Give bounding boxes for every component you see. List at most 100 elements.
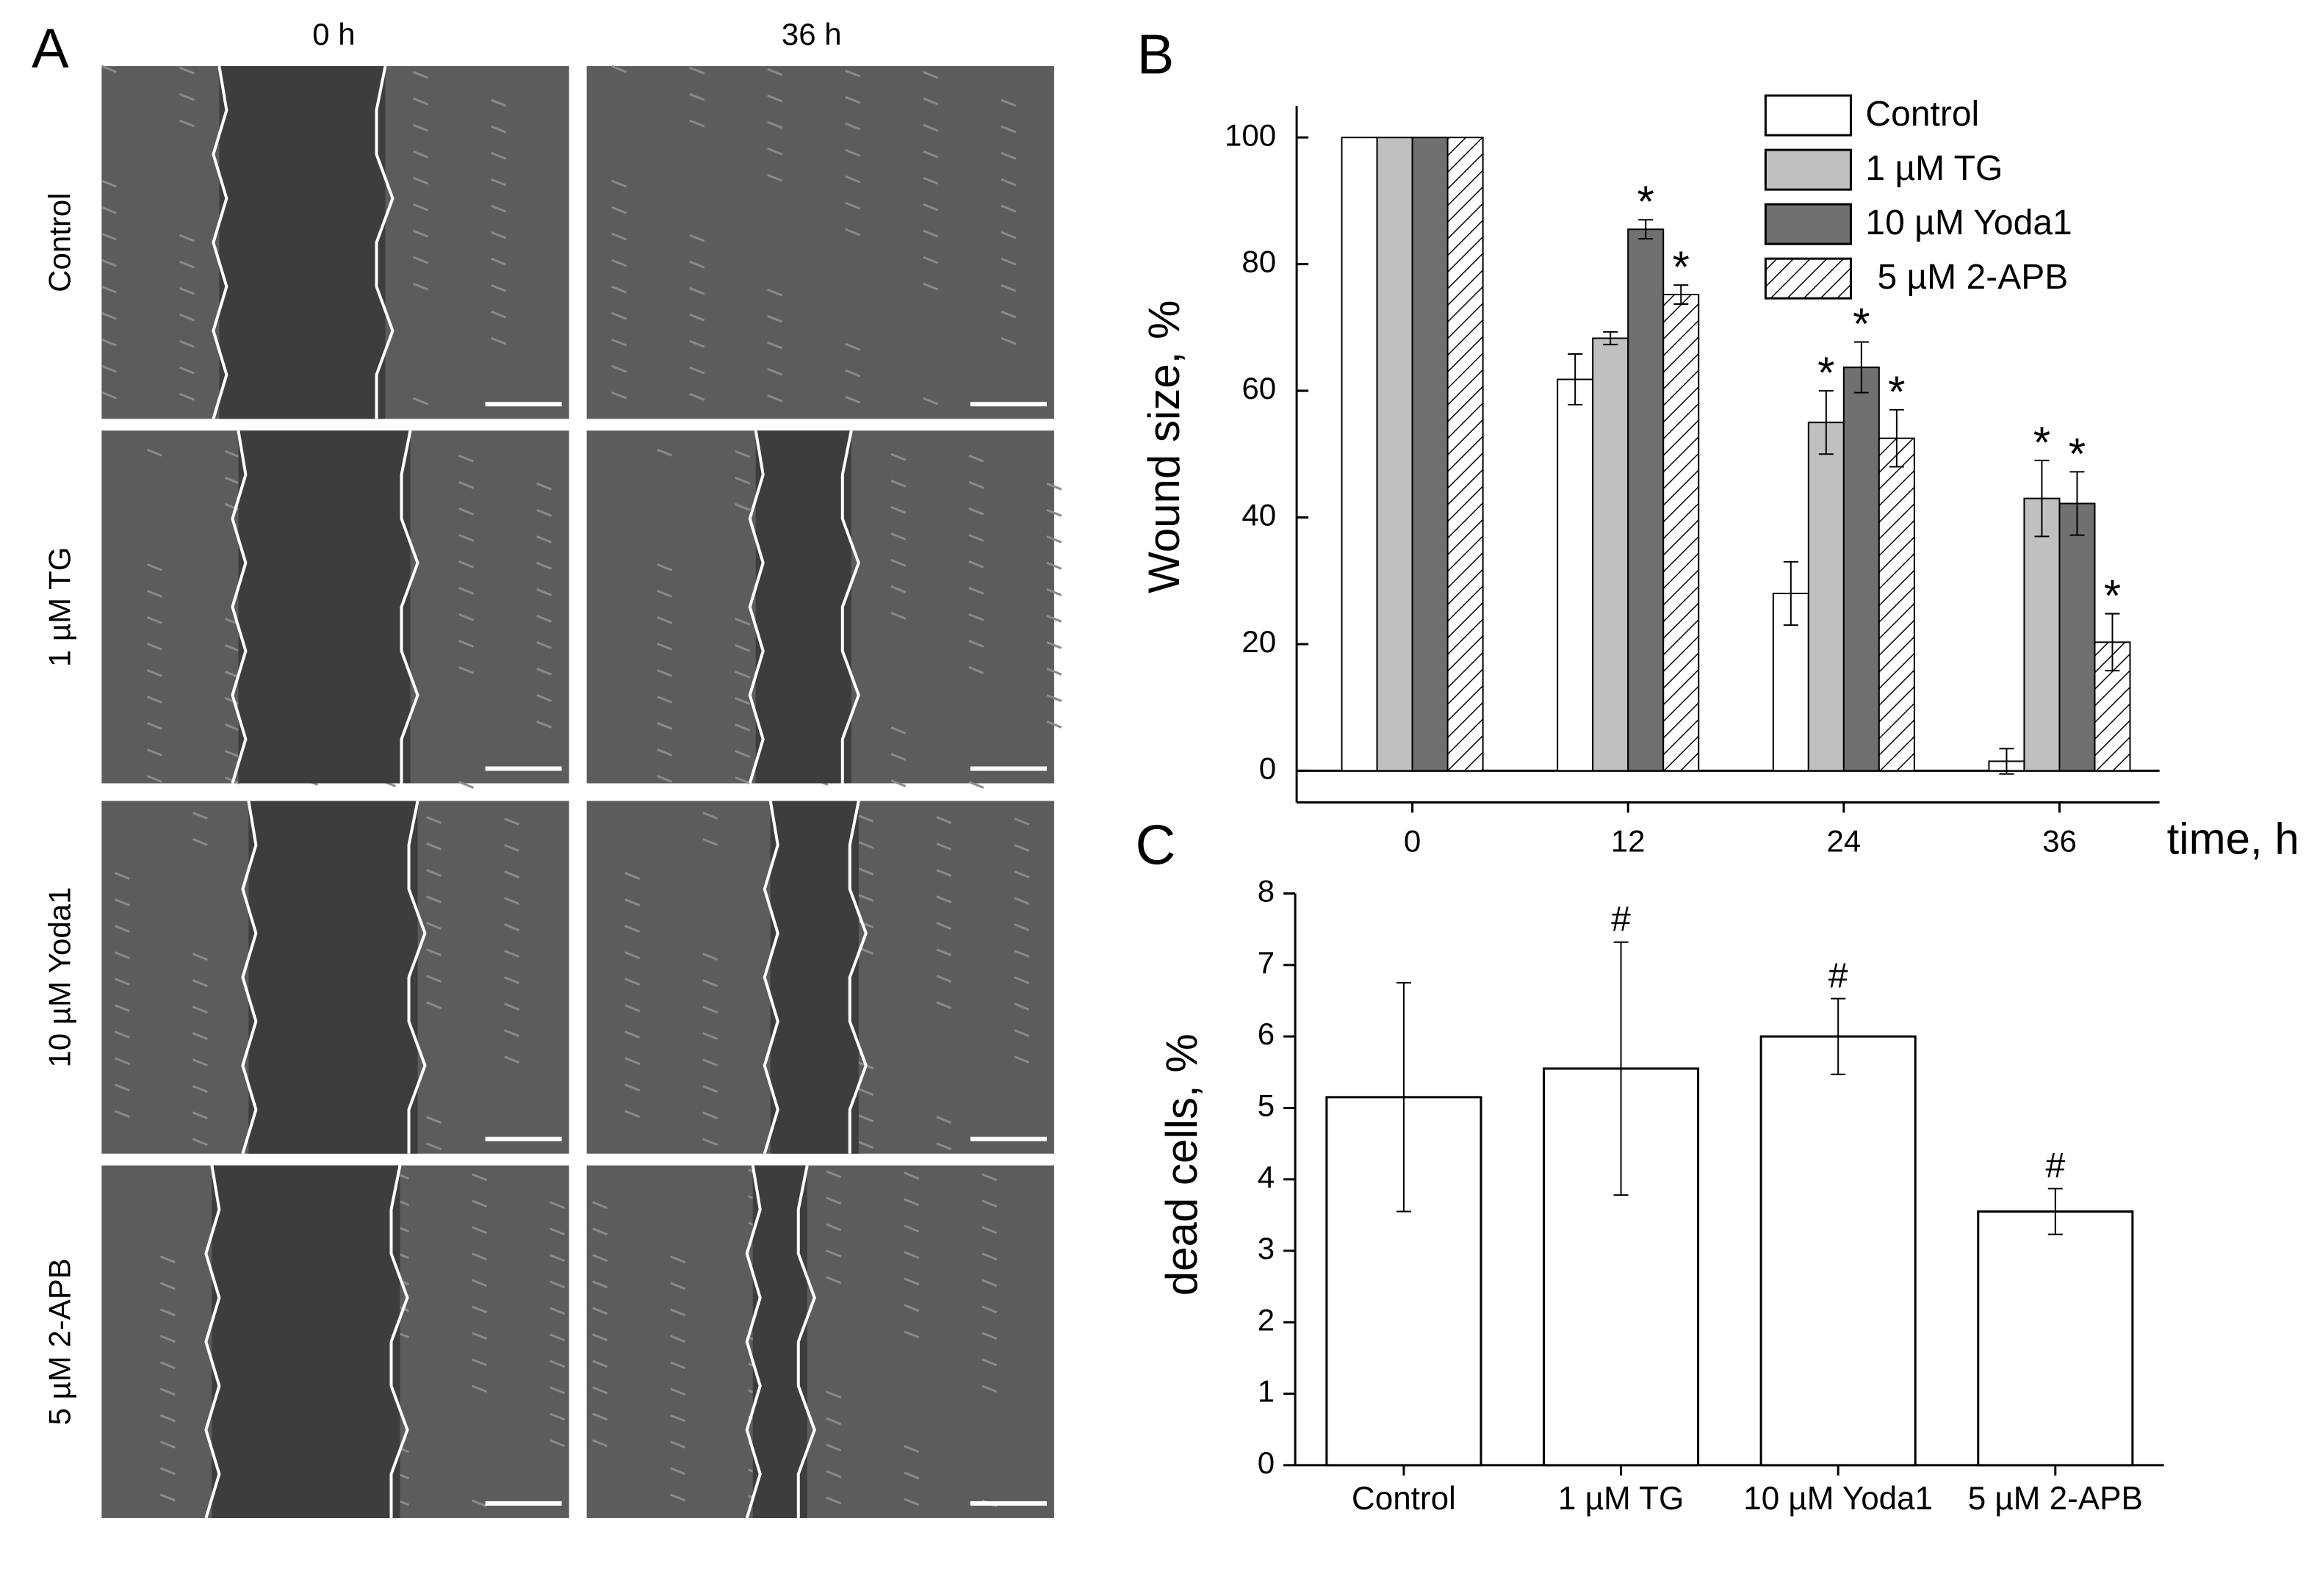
cell bbox=[179, 366, 195, 375]
cell bbox=[592, 1386, 608, 1395]
cell bbox=[923, 123, 939, 132]
cell bbox=[146, 722, 162, 730]
cell bbox=[689, 119, 705, 128]
cell bbox=[689, 392, 705, 401]
significance-marker: # bbox=[1828, 956, 1848, 995]
cell bbox=[458, 507, 475, 516]
cell bbox=[923, 203, 939, 212]
cell bbox=[101, 232, 117, 241]
y-tick-label: 6 bbox=[1258, 1017, 1275, 1051]
cell bbox=[845, 122, 861, 131]
cell bbox=[670, 1467, 686, 1476]
cell bbox=[1046, 614, 1062, 623]
cell bbox=[412, 397, 429, 405]
cell bbox=[412, 123, 429, 132]
cell bbox=[1046, 561, 1062, 570]
wound-edge bbox=[400, 430, 419, 784]
cell bbox=[845, 175, 861, 184]
cell bbox=[767, 147, 783, 156]
cell bbox=[1046, 508, 1062, 517]
cell bbox=[412, 176, 429, 185]
micrograph bbox=[586, 1165, 1054, 1518]
cell bbox=[670, 1387, 686, 1396]
row-label: Control bbox=[42, 192, 76, 292]
cell bbox=[1014, 923, 1030, 931]
cell bbox=[923, 176, 939, 185]
cell bbox=[114, 898, 130, 906]
cell bbox=[536, 535, 552, 544]
cell bbox=[504, 1055, 520, 1064]
significance-marker: * bbox=[2069, 429, 2086, 478]
cell bbox=[702, 953, 718, 961]
micrograph bbox=[586, 66, 1054, 419]
cell bbox=[1014, 1003, 1030, 1011]
cell bbox=[101, 206, 117, 214]
cell bbox=[101, 364, 117, 373]
cell bbox=[592, 1439, 608, 1448]
cell bbox=[458, 454, 475, 463]
cell bbox=[968, 640, 984, 648]
cell bbox=[472, 1384, 488, 1393]
cell bbox=[504, 1003, 520, 1011]
cell bbox=[504, 976, 520, 985]
cell bbox=[890, 558, 907, 567]
wound-edge bbox=[745, 1165, 762, 1519]
cell bbox=[923, 282, 939, 291]
cell bbox=[504, 1029, 520, 1038]
cell bbox=[1014, 1055, 1030, 1064]
cell bbox=[845, 148, 861, 157]
cell bbox=[592, 1227, 608, 1236]
cell bbox=[890, 505, 907, 514]
cell bbox=[767, 288, 783, 297]
cell bbox=[689, 313, 705, 322]
panel-label: B bbox=[1137, 24, 1175, 86]
cell bbox=[981, 1252, 998, 1261]
x-tick-label-box: Control bbox=[1352, 1480, 1456, 1517]
cell bbox=[670, 1361, 686, 1370]
cell bbox=[472, 1252, 488, 1261]
bar bbox=[1878, 437, 1915, 772]
y-tick-label: 100 bbox=[1225, 118, 1276, 152]
bar bbox=[1411, 137, 1449, 772]
cell bbox=[592, 1307, 608, 1315]
cell bbox=[689, 339, 705, 348]
cell bbox=[936, 975, 952, 983]
cell bbox=[981, 1332, 998, 1340]
cell bbox=[549, 1227, 566, 1236]
significance-marker: * bbox=[1817, 348, 1834, 397]
cell bbox=[670, 1493, 686, 1502]
cell bbox=[159, 1467, 176, 1476]
cell bbox=[159, 1361, 176, 1370]
cell bbox=[491, 125, 507, 134]
cell bbox=[611, 285, 627, 294]
cell bbox=[890, 532, 907, 541]
x-tick-label: 5 µM 2-APB bbox=[1967, 1479, 2143, 1517]
row-label: 1 µM TG bbox=[42, 547, 76, 667]
cell bbox=[412, 282, 429, 291]
cell bbox=[858, 1088, 874, 1097]
wound-edge bbox=[231, 430, 248, 784]
cell bbox=[192, 1138, 208, 1147]
cell bbox=[159, 1440, 176, 1449]
cell bbox=[592, 1201, 608, 1210]
cell bbox=[845, 395, 861, 404]
cell bbox=[1001, 151, 1017, 160]
cell bbox=[114, 925, 130, 933]
cell bbox=[472, 1305, 488, 1314]
cell bbox=[491, 336, 507, 345]
bar bbox=[1759, 1035, 1917, 1467]
cell bbox=[904, 1171, 920, 1180]
cell bbox=[491, 310, 507, 319]
cell bbox=[890, 611, 907, 620]
column-label: 36 h bbox=[782, 17, 842, 51]
cell bbox=[504, 923, 520, 931]
cell bbox=[491, 178, 507, 187]
cell bbox=[101, 179, 117, 188]
cell bbox=[458, 586, 475, 595]
cell bbox=[624, 1004, 641, 1013]
cell bbox=[624, 925, 641, 933]
significance-marker: * bbox=[1637, 177, 1654, 226]
cell bbox=[179, 93, 195, 101]
cell bbox=[458, 613, 475, 621]
cell bbox=[412, 203, 429, 212]
